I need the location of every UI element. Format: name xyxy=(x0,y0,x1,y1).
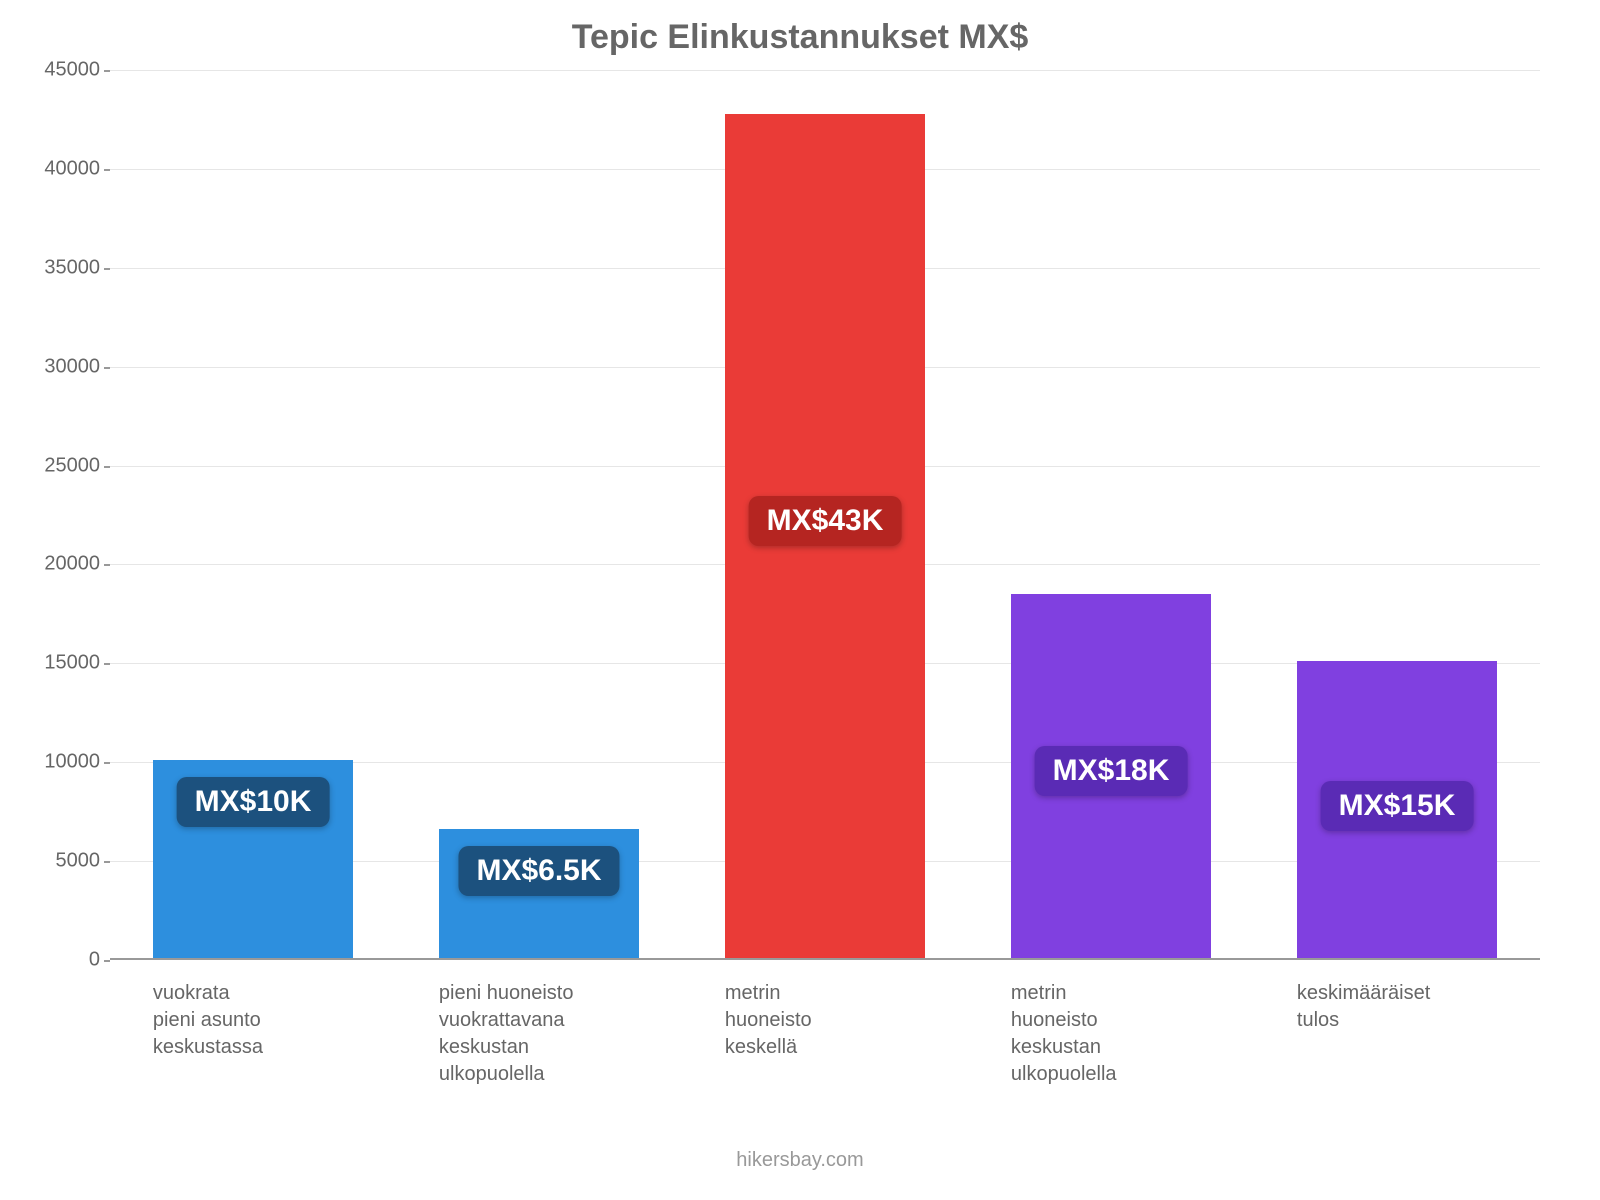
x-tick-label: metrin huoneisto keskellä xyxy=(725,980,925,1061)
value-badge: MX$6.5K xyxy=(458,846,619,896)
y-tick-label: 25000 xyxy=(10,454,100,477)
y-tick-label: 20000 xyxy=(10,553,100,576)
gridline xyxy=(110,70,1540,71)
value-badge: MX$15K xyxy=(1321,781,1474,831)
y-tick-label: 30000 xyxy=(10,355,100,378)
y-tick-label: 15000 xyxy=(10,652,100,675)
x-tick-label: keskimääräiset tulos xyxy=(1297,980,1497,1034)
y-tick-label: 5000 xyxy=(10,850,100,873)
value-badge: MX$43K xyxy=(749,496,902,546)
y-tick-label: 45000 xyxy=(10,59,100,82)
value-badge: MX$10K xyxy=(177,777,330,827)
x-tick-label: vuokrata pieni asunto keskustassa xyxy=(153,980,353,1061)
y-tick-mark xyxy=(104,960,110,962)
attribution: hikersbay.com xyxy=(0,1149,1600,1172)
chart-title: Tepic Elinkustannukset MX$ xyxy=(0,18,1600,57)
y-tick-label: 35000 xyxy=(10,256,100,279)
value-badge: MX$18K xyxy=(1035,746,1188,796)
plot-area: MX$10K MX$6.5K MX$43K MX$18K MX$15K xyxy=(110,70,1540,960)
y-tick-label: 0 xyxy=(10,949,100,972)
cost-of-living-chart: Tepic Elinkustannukset MX$ 0 5000 10000 150… xyxy=(0,0,1600,1200)
y-tick-label: 10000 xyxy=(10,751,100,774)
x-tick-label: metrin huoneisto keskustan ulkopuolella xyxy=(1011,980,1211,1088)
x-tick-label: pieni huoneisto vuokrattavana keskustan … xyxy=(439,980,639,1088)
y-tick-label: 40000 xyxy=(10,157,100,180)
